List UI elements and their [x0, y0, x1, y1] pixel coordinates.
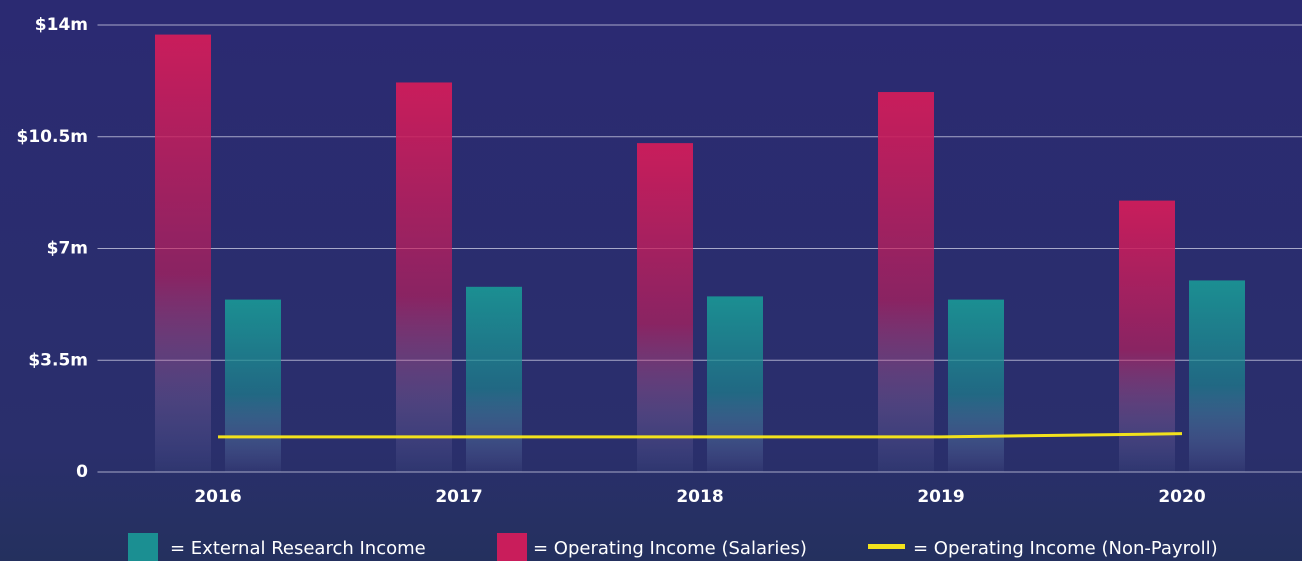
- bar: [466, 286, 522, 472]
- bar: [155, 34, 211, 472]
- x-tick-label: 2019: [917, 487, 964, 507]
- bar: [948, 299, 1004, 472]
- y-tick-label: $14m: [35, 15, 88, 35]
- x-tick-label: 2016: [194, 487, 241, 507]
- y-tick-label: $7m: [47, 239, 88, 259]
- legend-label: = Operating Income (Non-Payroll): [913, 538, 1218, 559]
- bar: [1119, 200, 1175, 472]
- bar: [878, 92, 934, 473]
- bar: [396, 82, 452, 472]
- legend-label: = Operating Income (Salaries): [533, 538, 807, 559]
- legend-swatch: [868, 544, 905, 549]
- line: [218, 432, 1183, 439]
- y-tick-label: $10.5m: [17, 127, 89, 147]
- bar: [1189, 280, 1245, 472]
- x-tick-label: 2020: [1158, 487, 1205, 507]
- x-tick-label: 2018: [676, 487, 723, 507]
- legend-swatch: [128, 533, 158, 561]
- legend-swatch: [497, 533, 527, 561]
- x-tick-label: 2017: [435, 487, 482, 507]
- bar: [707, 296, 763, 472]
- y-tick-label: 0: [76, 462, 88, 482]
- y-tick-label: $3.5m: [28, 350, 88, 370]
- bar: [225, 299, 281, 472]
- legend-label: = External Research Income: [170, 538, 426, 559]
- bar: [637, 143, 693, 472]
